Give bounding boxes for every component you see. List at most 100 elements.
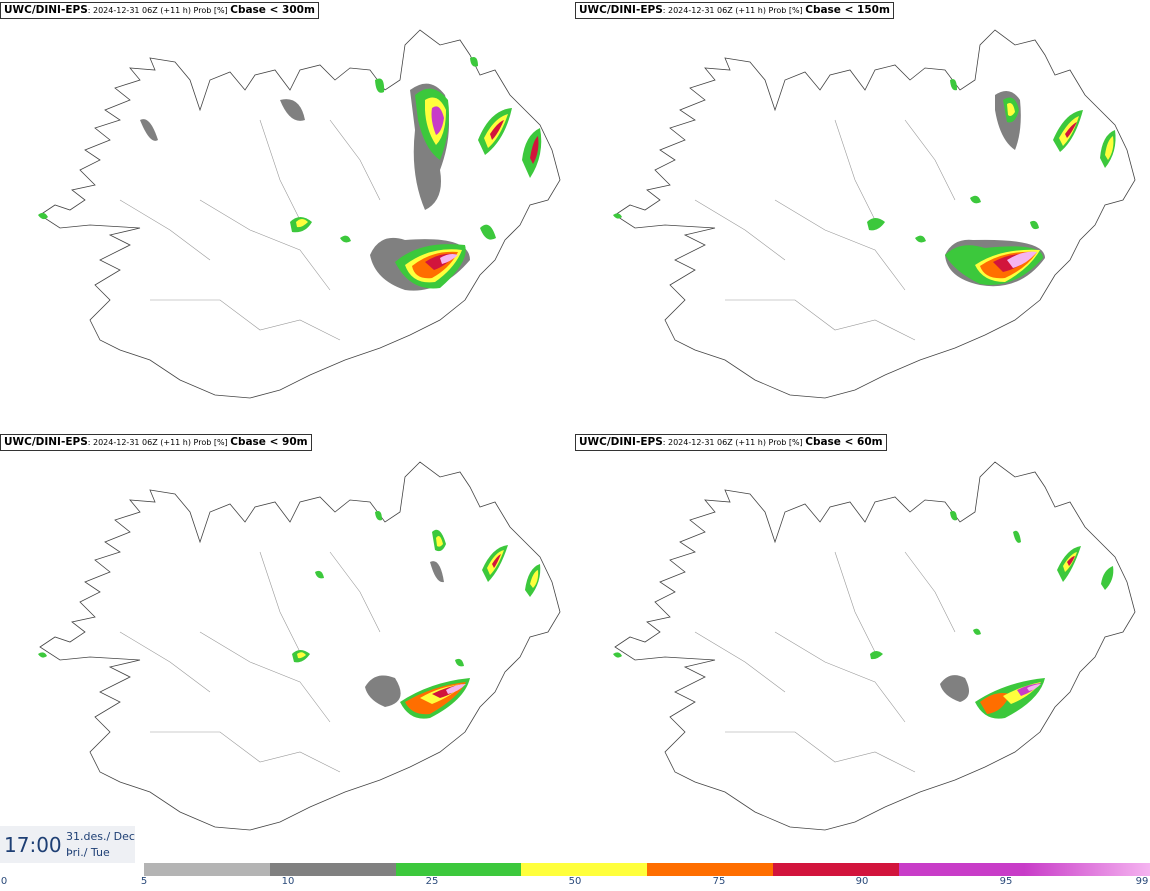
- region-boundary: [259, 119, 301, 221]
- probability-area: [613, 213, 622, 219]
- probability-area: [280, 99, 305, 121]
- colorbar-tick-label: 75: [712, 876, 726, 887]
- panel-title: UWC/DINI-EPS: 2024-12-31 06Z (+11 h) Pro…: [0, 434, 312, 451]
- probability-area: [430, 561, 444, 583]
- probability-area: [1007, 103, 1015, 116]
- panel-title: UWC/DINI-EPS: 2024-12-31 06Z (+11 h) Pro…: [575, 2, 894, 19]
- probability-area: [490, 120, 504, 140]
- probability-area: [950, 79, 957, 91]
- probability-area: [980, 693, 1010, 714]
- probability-area: [530, 570, 539, 588]
- iceland-map: [38, 29, 561, 399]
- probability-area: [1067, 556, 1075, 566]
- colorbar-segment: [395, 863, 522, 876]
- map-panel-cbase-90m: UWC/DINI-EPS: 2024-12-31 06Z (+11 h) Pro…: [0, 432, 575, 862]
- valid-day: Þri./ Tue: [66, 846, 110, 859]
- coastline: [614, 29, 1136, 399]
- colorbar-tick-label: 25: [425, 876, 439, 887]
- probability-area: [613, 652, 622, 658]
- probability-area: [446, 684, 466, 694]
- probability-area: [1030, 220, 1039, 230]
- colorbar-tick-label: 99: [1135, 876, 1149, 887]
- map-panel-cbase-60m: UWC/DINI-EPS: 2024-12-31 06Z (+11 h) Pro…: [575, 432, 1150, 862]
- probability-colorbar: [144, 863, 1150, 876]
- probability-area: [297, 652, 306, 659]
- probability-area: [431, 106, 444, 135]
- probability-area: [973, 628, 981, 635]
- region-boundary: [774, 199, 906, 291]
- probability-area: [436, 536, 443, 547]
- probability-area: [480, 224, 496, 240]
- probability-area: [1065, 122, 1077, 138]
- region-boundary: [725, 731, 916, 773]
- region-boundary: [774, 631, 906, 723]
- valid-time-box: 17:00 31.des./ Dec Þri./ Tue: [0, 826, 135, 863]
- region-boundary: [150, 731, 341, 773]
- probability-area: [38, 652, 47, 658]
- probability-area: [470, 57, 478, 67]
- probability-area: [440, 254, 458, 264]
- probability-area: [950, 511, 957, 521]
- colorbar-segment: [772, 863, 899, 876]
- probability-area: [296, 219, 308, 228]
- probability-area: [870, 651, 883, 660]
- colorbar-tick-label: 10: [281, 876, 295, 887]
- region-boundary: [119, 631, 211, 693]
- probability-area: [915, 235, 926, 243]
- colorbar-tick-label: 90: [855, 876, 869, 887]
- valid-date: 31.des./ Dec: [66, 830, 135, 843]
- probability-area: [492, 554, 501, 568]
- probability-area: [530, 136, 539, 164]
- region-boundary: [329, 551, 381, 633]
- region-boundary: [725, 299, 916, 341]
- region-boundary: [694, 631, 786, 693]
- region-boundary: [119, 199, 211, 261]
- coastline: [39, 461, 561, 831]
- panel-title: UWC/DINI-EPS: 2024-12-31 06Z (+11 h) Pro…: [0, 2, 319, 19]
- probability-area: [1105, 136, 1114, 160]
- region-boundary: [834, 119, 876, 221]
- colorbar-segment: [647, 863, 773, 876]
- coastline: [614, 461, 1136, 831]
- probability-area: [315, 570, 324, 579]
- colorbar-tick-label: 95: [999, 876, 1013, 887]
- colorbar-tick-label: 5: [140, 876, 148, 887]
- region-boundary: [329, 119, 381, 201]
- probability-area: [365, 675, 401, 707]
- region-boundary: [150, 299, 341, 341]
- probability-area: [867, 218, 885, 231]
- valid-time: 17:00: [4, 833, 62, 857]
- iceland-map: [613, 29, 1136, 399]
- iceland-map: [613, 461, 1136, 831]
- probability-area: [940, 675, 969, 702]
- iceland-map: [38, 461, 561, 831]
- probability-area: [1101, 566, 1114, 590]
- probability-area: [375, 511, 382, 521]
- probability-area: [455, 658, 464, 667]
- probability-area: [140, 119, 158, 141]
- colorbar-segment: [898, 863, 1025, 876]
- probability-area: [375, 78, 385, 93]
- colorbar-tick-label: 50: [568, 876, 582, 887]
- region-boundary: [694, 199, 786, 261]
- region-boundary: [199, 631, 331, 723]
- probability-area: [1013, 530, 1021, 543]
- colorbar-segment: [521, 863, 647, 876]
- region-boundary: [259, 551, 301, 653]
- probability-area: [38, 212, 48, 220]
- region-boundary: [834, 551, 876, 653]
- map-panel-cbase-300m: UWC/DINI-EPS: 2024-12-31 06Z (+11 h) Pro…: [0, 0, 575, 430]
- colorbar-segment: [269, 863, 396, 876]
- region-boundary: [904, 551, 956, 633]
- map-panel-cbase-150m: UWC/DINI-EPS: 2024-12-31 06Z (+11 h) Pro…: [575, 0, 1150, 430]
- panel-title: UWC/DINI-EPS: 2024-12-31 06Z (+11 h) Pro…: [575, 434, 887, 451]
- probability-area: [1007, 251, 1037, 268]
- probability-area: [340, 235, 351, 243]
- colorbar-tick-label: 0: [0, 876, 8, 887]
- probability-area: [970, 195, 981, 204]
- coastline: [39, 29, 561, 399]
- colorbar-ticks: 0 5 10 25 50 75 90 95 99: [0, 876, 1150, 891]
- region-boundary: [904, 119, 956, 201]
- probability-area: [1027, 684, 1041, 691]
- colorbar-segment: [144, 863, 270, 876]
